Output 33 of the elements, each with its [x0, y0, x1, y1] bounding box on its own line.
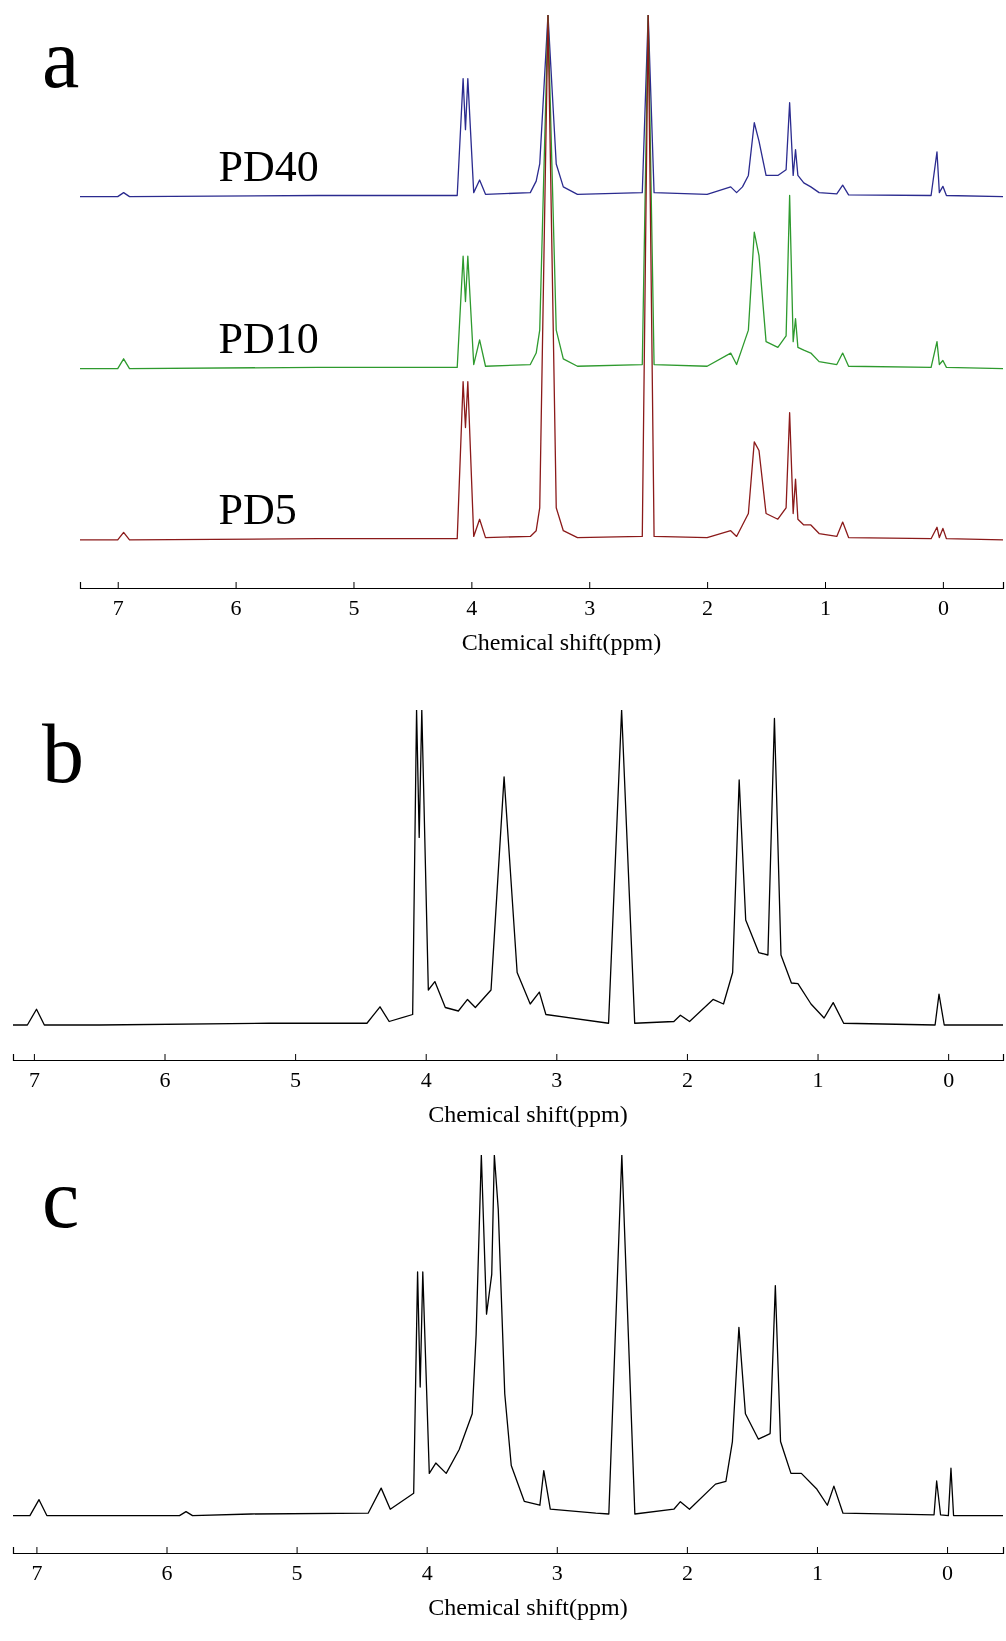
- x-tick-label: 3: [551, 1560, 563, 1586]
- x-tick-label: 4: [421, 1560, 433, 1586]
- x-tick-label: 2: [681, 1067, 693, 1093]
- x-tick-label: 7: [28, 1067, 40, 1093]
- x-axis-title: Chemical shift(ppm): [461, 629, 662, 655]
- x-tick-label: 7: [31, 1560, 43, 1586]
- x-tick-label: 0: [937, 595, 949, 621]
- x-tick-label: 5: [291, 1560, 303, 1586]
- x-tick-label: 2: [681, 1560, 693, 1586]
- chart-title: a: [42, 12, 80, 105]
- series-label: PD40: [218, 141, 319, 191]
- x-tick-label: 1: [820, 595, 831, 621]
- x-tick-label: 7: [112, 595, 124, 621]
- x-tick-label: 1: [812, 1067, 824, 1093]
- x-tick-label: 5: [348, 595, 360, 621]
- series-label: PD10: [218, 313, 319, 363]
- x-tick-label: 3: [584, 595, 596, 621]
- chart-title: b: [42, 707, 84, 800]
- x-tick-label: 6: [161, 1560, 173, 1586]
- x-tick-label: 6: [159, 1067, 171, 1093]
- chart-title: c: [42, 1152, 80, 1245]
- x-tick-label: 4: [420, 1067, 432, 1093]
- x-tick-label: 2: [702, 595, 714, 621]
- x-axis-title: Chemical shift(ppm): [428, 1101, 628, 1127]
- x-tick-label: 6: [230, 595, 242, 621]
- x-tick-label: 3: [551, 1067, 563, 1093]
- x-axis-title: Chemical shift(ppm): [428, 1594, 628, 1620]
- x-tick-label: 4: [466, 595, 478, 621]
- x-tick-label: 0: [942, 1560, 954, 1586]
- series-label: PD5: [218, 484, 297, 534]
- x-tick-label: 5: [290, 1067, 302, 1093]
- x-tick-label: 0: [943, 1067, 955, 1093]
- x-tick-label: 1: [811, 1560, 823, 1586]
